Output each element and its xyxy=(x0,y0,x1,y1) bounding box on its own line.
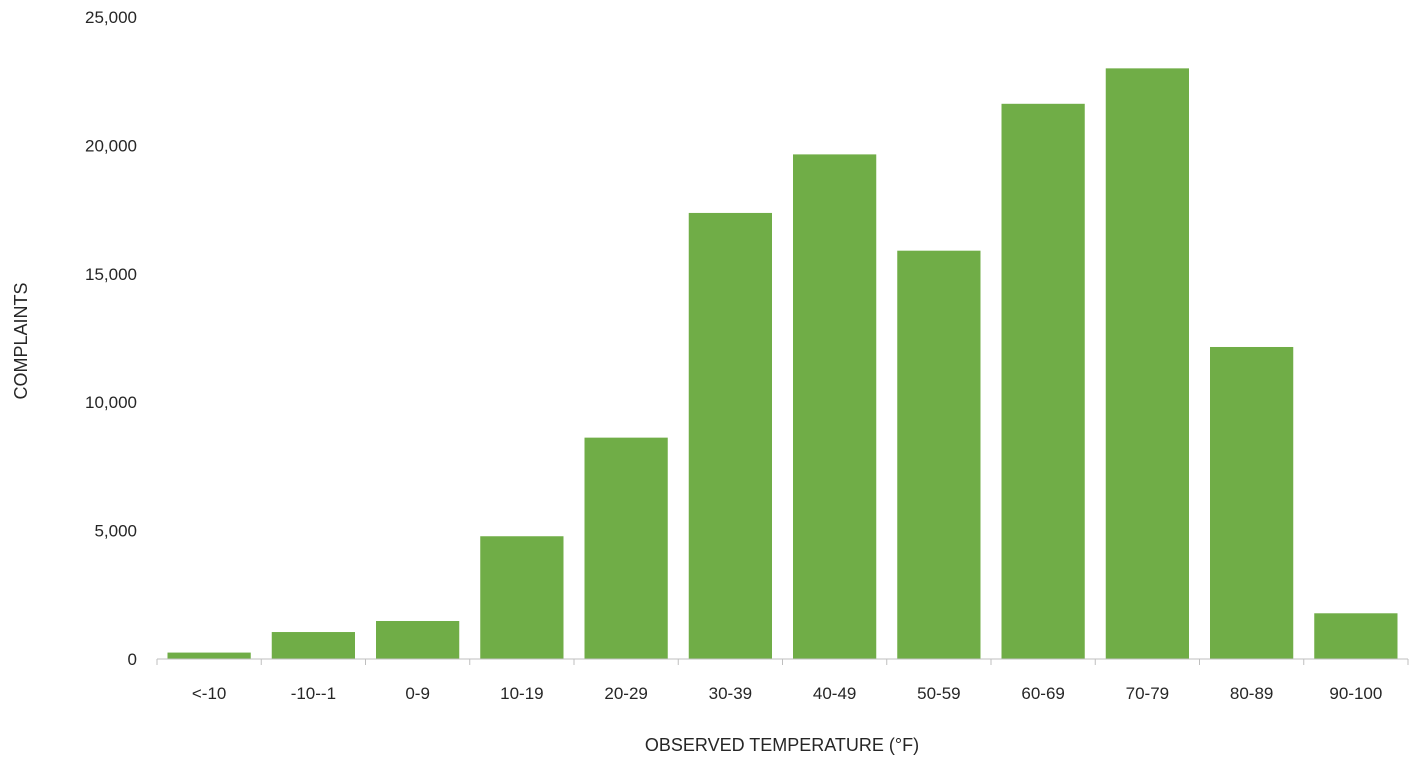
bar xyxy=(271,632,355,659)
x-tick-label: 50-59 xyxy=(917,684,960,703)
x-tick-label: 60-69 xyxy=(1021,684,1064,703)
y-axis-title: COMPLAINTS xyxy=(11,282,31,399)
x-tick-label: 80-89 xyxy=(1230,684,1273,703)
x-tick-label: 40-49 xyxy=(813,684,856,703)
y-tick-label: 25,000 xyxy=(85,8,137,27)
bar xyxy=(584,437,668,659)
bars-group xyxy=(167,68,1398,660)
y-axis-ticks: 0 5,000 10,000 15,000 20,000 25,000 xyxy=(85,8,137,669)
y-tick-label: 0 xyxy=(128,650,137,669)
y-tick-label: 20,000 xyxy=(85,136,137,155)
x-tick-label: -10--1 xyxy=(291,684,336,703)
bar xyxy=(1001,103,1085,659)
bar xyxy=(897,250,981,660)
y-tick-label: 15,000 xyxy=(85,265,137,284)
y-tick-label: 5,000 xyxy=(94,522,137,541)
bar xyxy=(376,620,460,659)
x-tick-label: 70-79 xyxy=(1126,684,1169,703)
x-tick-label: 10-19 xyxy=(500,684,543,703)
x-axis-title: OBSERVED TEMPERATURE (°F) xyxy=(645,735,919,755)
bar xyxy=(688,212,772,659)
bar xyxy=(1314,613,1398,659)
x-tick-label: 20-29 xyxy=(604,684,647,703)
bar xyxy=(167,652,251,659)
y-tick-label: 10,000 xyxy=(85,393,137,412)
x-tick-label: 30-39 xyxy=(709,684,752,703)
bar xyxy=(480,536,564,659)
x-axis-ticks: <-10 -10--1 0-9 10-19 20-29 30-39 40-49 50-59 60… xyxy=(156,659,1409,703)
bar xyxy=(1105,68,1189,660)
bar xyxy=(1210,346,1294,659)
bar xyxy=(793,154,877,659)
x-tick-label: <-10 xyxy=(192,684,227,703)
x-tick-label: 90-100 xyxy=(1329,684,1382,703)
x-tick-label: 0-9 xyxy=(405,684,430,703)
